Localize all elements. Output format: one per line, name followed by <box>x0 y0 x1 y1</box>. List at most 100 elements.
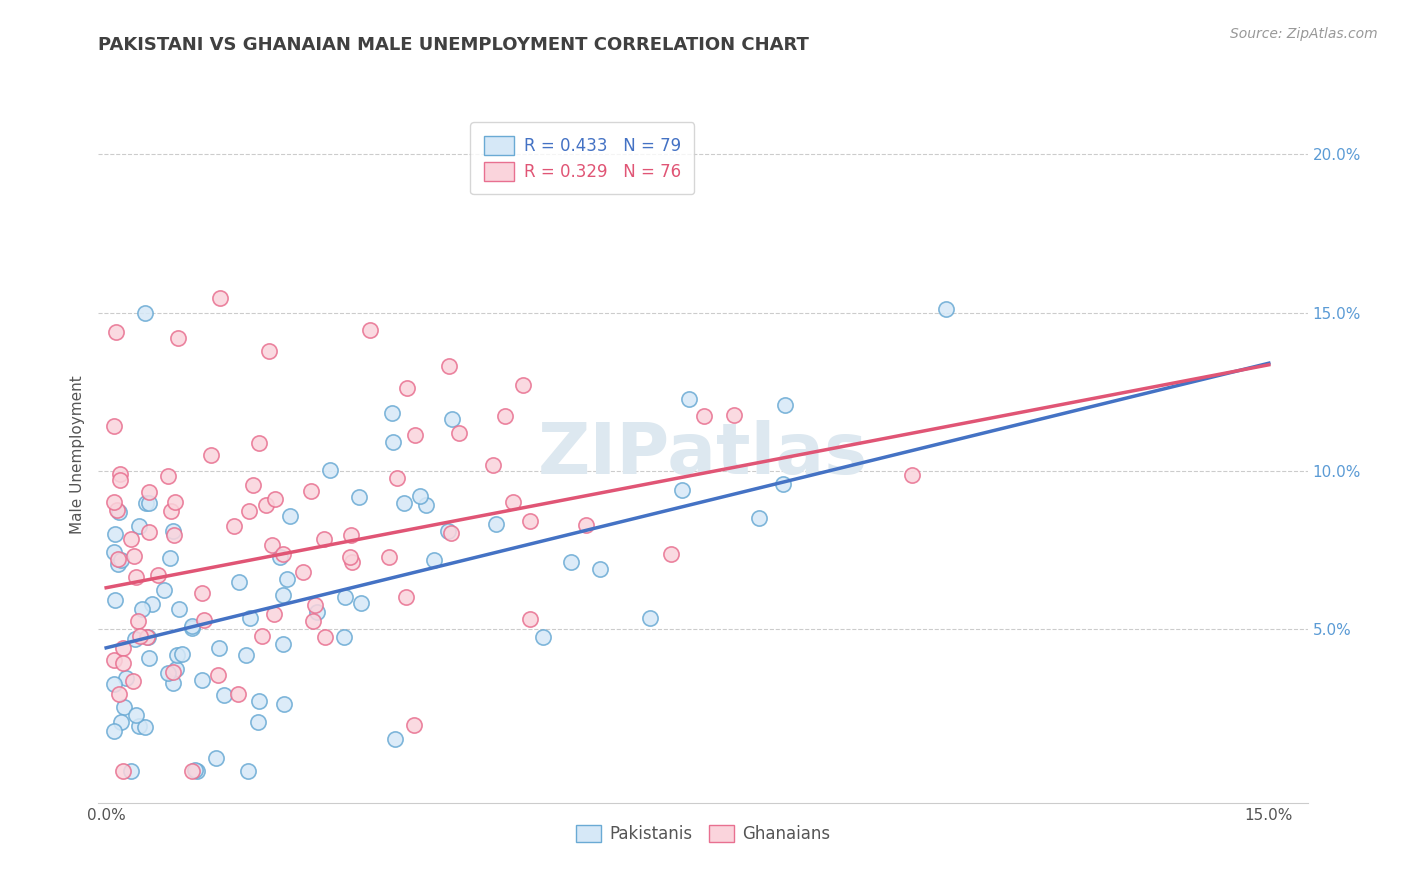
Point <box>138 630 160 644</box>
Point <box>415 498 437 512</box>
Point <box>166 662 188 676</box>
Point <box>560 555 582 569</box>
Point <box>148 567 170 582</box>
Point <box>263 491 285 506</box>
Point <box>162 665 184 679</box>
Point <box>191 586 214 600</box>
Point <box>935 301 957 316</box>
Point <box>384 731 406 746</box>
Point <box>141 597 163 611</box>
Point <box>440 525 463 540</box>
Point <box>172 647 194 661</box>
Point <box>385 471 408 485</box>
Point <box>157 468 180 483</box>
Point <box>193 613 215 627</box>
Point <box>105 503 128 517</box>
Point <box>314 532 336 546</box>
Point <box>519 514 541 528</box>
Point <box>166 648 188 663</box>
Point <box>392 496 415 510</box>
Point <box>112 700 135 714</box>
Point <box>108 687 131 701</box>
Point <box>249 694 271 708</box>
Point <box>111 656 134 670</box>
Point <box>103 653 125 667</box>
Point <box>128 719 150 733</box>
Point <box>122 674 145 689</box>
Point <box>209 291 232 305</box>
Point <box>350 595 373 609</box>
Point <box>263 607 285 621</box>
Point <box>127 615 149 629</box>
Point <box>748 510 770 524</box>
Point <box>250 629 273 643</box>
Point <box>519 612 541 626</box>
Point <box>181 619 204 633</box>
Point <box>104 526 127 541</box>
Point <box>339 550 361 565</box>
Point <box>271 637 294 651</box>
Point <box>162 524 184 538</box>
Point <box>318 463 340 477</box>
Y-axis label: Male Unemployment: Male Unemployment <box>69 376 84 534</box>
Point <box>163 495 186 509</box>
Point <box>502 495 524 509</box>
Point <box>204 751 226 765</box>
Point <box>110 553 132 567</box>
Point <box>120 764 142 779</box>
Point <box>242 478 264 492</box>
Point <box>111 764 134 779</box>
Point <box>138 485 160 500</box>
Point <box>190 673 212 687</box>
Point <box>273 698 295 712</box>
Point <box>340 528 363 542</box>
Point <box>305 605 328 619</box>
Point <box>340 555 363 569</box>
Point <box>638 611 661 625</box>
Point <box>228 575 250 590</box>
Point <box>302 614 325 628</box>
Point <box>299 484 322 499</box>
Point <box>108 467 131 482</box>
Point <box>180 621 202 635</box>
Point <box>135 496 157 510</box>
Point <box>437 524 460 539</box>
Point <box>112 640 135 655</box>
Point <box>186 764 208 778</box>
Point <box>131 601 153 615</box>
Point <box>437 359 460 374</box>
Point <box>238 503 260 517</box>
Point <box>659 547 682 561</box>
Point <box>103 723 125 738</box>
Point <box>402 717 425 731</box>
Text: Source: ZipAtlas.com: Source: ZipAtlas.com <box>1230 27 1378 41</box>
Point <box>291 565 314 579</box>
Point <box>105 325 128 339</box>
Point <box>103 545 125 559</box>
Point <box>314 630 336 644</box>
Point <box>333 590 356 604</box>
Point <box>271 588 294 602</box>
Point <box>304 599 326 613</box>
Point <box>512 378 534 392</box>
Point <box>108 505 131 519</box>
Point <box>254 498 277 512</box>
Point <box>103 419 125 434</box>
Point <box>124 708 146 723</box>
Point <box>381 406 404 420</box>
Point <box>134 306 156 320</box>
Point <box>110 714 132 729</box>
Point <box>128 629 150 643</box>
Point <box>122 549 145 563</box>
Point <box>772 477 794 491</box>
Point <box>404 427 426 442</box>
Point <box>247 436 270 450</box>
Point <box>167 602 190 616</box>
Point <box>575 518 598 533</box>
Point <box>422 553 444 567</box>
Point <box>125 570 148 584</box>
Point <box>723 408 745 422</box>
Point <box>246 714 269 729</box>
Point <box>589 561 612 575</box>
Point <box>183 764 205 778</box>
